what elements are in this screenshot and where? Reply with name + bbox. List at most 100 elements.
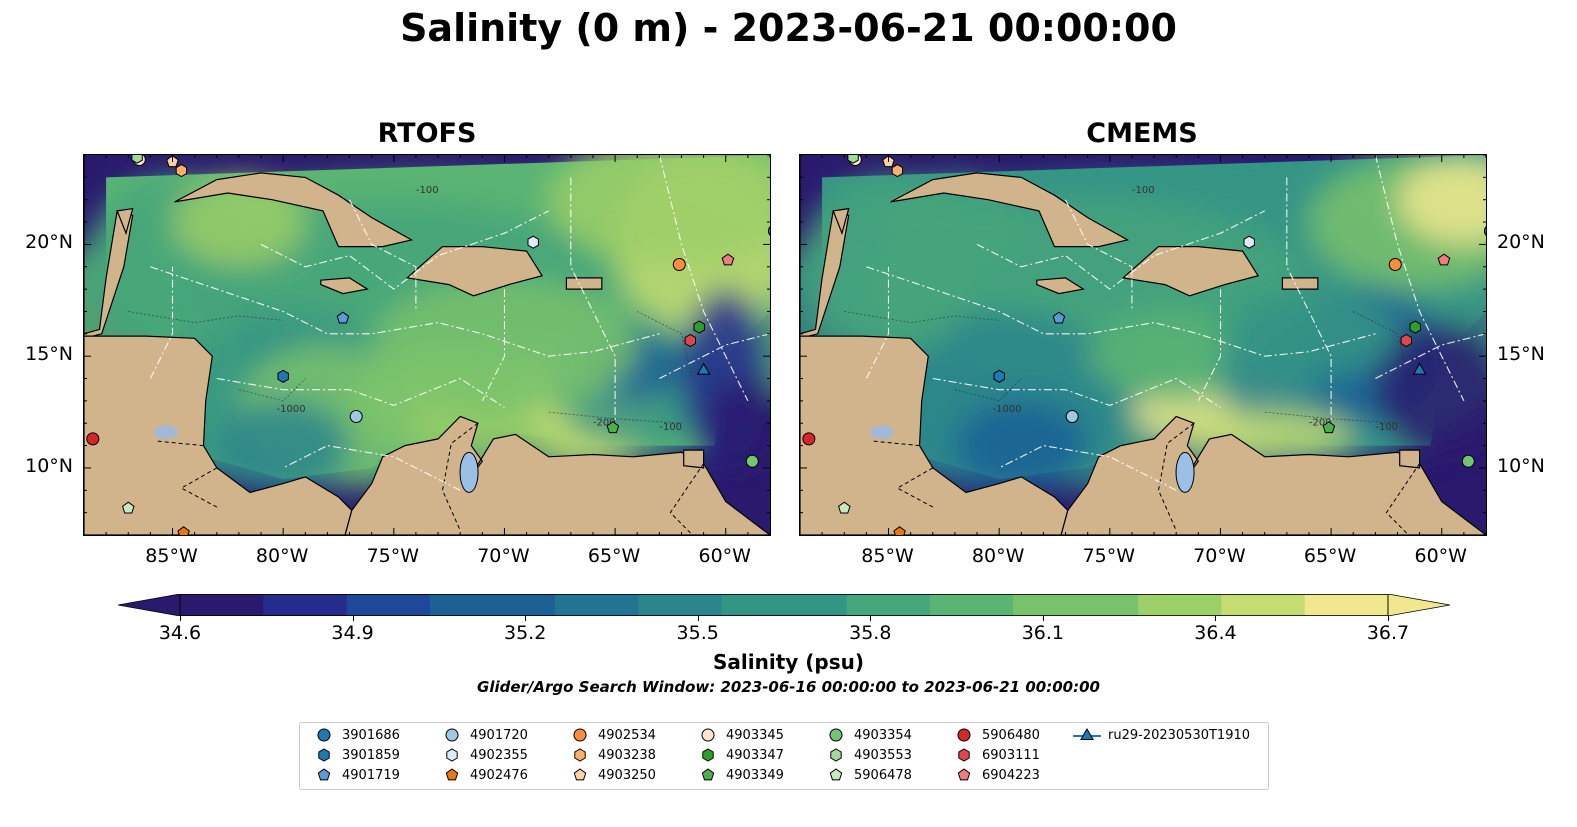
land-puertorico [1281, 277, 1319, 290]
colorbar-segment [429, 594, 473, 616]
legend-label: 4901720 [470, 727, 528, 743]
colorbar-tick [180, 616, 181, 621]
xtick-label: 70°W [1193, 545, 1246, 567]
colorbar [117, 593, 1451, 617]
legend-label: 4902355 [470, 747, 528, 763]
legend-label: 4903349 [726, 767, 784, 783]
colorbar-tick [1388, 616, 1389, 621]
xtick-label: 70°W [477, 545, 530, 567]
legend-label: 4903238 [598, 747, 656, 763]
platform-marker-4903354 [1461, 454, 1475, 468]
legend-item: 3901686 [312, 725, 400, 745]
xtick-label: 85°W [861, 545, 914, 567]
search-window-text: Glider/Argo Search Window: 2023-06-16 00… [477, 678, 1100, 696]
legend-label: 4903250 [598, 767, 656, 783]
legend-marker [317, 728, 331, 742]
legend-label: 4903347 [726, 747, 784, 763]
platform-marker-4903349 [606, 421, 620, 434]
colorbar-segment [846, 594, 889, 616]
xtick-label: 80°W [971, 545, 1025, 567]
legend-label: 4903354 [854, 727, 912, 743]
panel-title-cmems: CMEMS [1086, 118, 1198, 149]
colorbar-segment [1054, 594, 1098, 616]
colorbar-segment [1013, 594, 1056, 616]
legend-label: 6903111 [982, 747, 1040, 763]
land-trinidad [683, 449, 705, 469]
platform-marker-ru29-20230530T1910 [1412, 362, 1427, 375]
colorbar-segment [388, 594, 431, 616]
legend-item: 4903345 [696, 725, 784, 745]
legend-marker [701, 768, 715, 781]
legend-label: 5906478 [854, 767, 912, 783]
legend-item: 4903553 [824, 745, 912, 765]
legend-item: 4901720 [440, 725, 528, 745]
legend-item: 4901719 [312, 765, 400, 785]
platform-marker-4903347 [693, 320, 705, 334]
legend-marker [702, 748, 714, 762]
colorbar-tick-label: 35.2 [503, 622, 547, 644]
colorbar-segment [471, 594, 514, 616]
colorbar-segment [554, 594, 598, 616]
platform-marker-ru29-20230530T1910 [696, 362, 711, 375]
legend-label: 6904223 [982, 767, 1040, 783]
colorbar-extend-low [117, 593, 181, 617]
colorbar-bar [117, 593, 1451, 617]
legend-item: ru29-20230530T1910 [1072, 725, 1250, 745]
legend-marker [573, 728, 587, 742]
colorbar-extend-high [1387, 593, 1451, 617]
legend-label: 4903553 [854, 747, 912, 763]
platform-marker-4903349 [1322, 421, 1336, 434]
colorbar-segment [1179, 594, 1222, 616]
platform-marker-4901719 [1052, 311, 1066, 324]
land-southamerica [344, 415, 770, 535]
legend-marker [830, 748, 842, 762]
contour-label: -100 [1132, 185, 1155, 196]
colorbar-tick-label: 35.5 [676, 622, 719, 644]
map-panel-rtofs: -1000 -200 -100 -100 [83, 154, 771, 536]
colorbar-label: Salinity (psu) [712, 650, 864, 674]
legend-label: 5906480 [982, 727, 1040, 743]
xtick-label: 60°W [698, 545, 751, 567]
contour-label: -100 [1375, 422, 1398, 433]
legend-marker [446, 748, 458, 762]
legend-marker [1073, 728, 1101, 740]
platform-marker-5906480 [86, 432, 100, 446]
xtick-label: 65°W [1303, 545, 1357, 567]
legend-label: 3901859 [342, 747, 400, 763]
xtick-label: 85°W [145, 545, 198, 567]
land-yucatan_tip [116, 207, 134, 236]
map-svg: -1000 -200 -100 -100 [800, 155, 1486, 535]
legend-marker [829, 768, 843, 781]
xtick-label: 80°W [255, 545, 309, 567]
xtick-label: 75°W [366, 545, 420, 567]
colorbar-segment [1221, 594, 1264, 616]
colorbar-segment [1096, 594, 1139, 616]
legend-marker [445, 728, 459, 742]
legend-label: 4902534 [598, 727, 656, 743]
colorbar-segment [1263, 594, 1306, 616]
platform-marker-4902476 [893, 526, 906, 535]
platform-marker-6904223 [1437, 253, 1451, 266]
contour-label: -100 [416, 185, 439, 196]
figure-title: Salinity (0 m) - 2023-06-21 00:00:00 [400, 6, 1177, 50]
colorbar-tick-label: 36.4 [1194, 622, 1237, 644]
xtick-label: 65°W [587, 545, 641, 567]
legend-label: 4902476 [470, 767, 528, 783]
legend-item: 4903354 [824, 725, 912, 745]
legend-label: 3901686 [342, 727, 400, 743]
platform-marker-6904223 [721, 253, 735, 266]
legend-item: 5906478 [824, 765, 912, 785]
platform-marker-4901719 [336, 311, 350, 324]
legend-item: 4903250 [568, 765, 656, 785]
land-cuba [890, 172, 1130, 248]
platform-marker-4902534 [672, 258, 686, 272]
land-trinidad [1399, 449, 1421, 469]
colorbar-tick [1215, 616, 1217, 621]
colorbar-segment [721, 594, 764, 616]
map-svg: -1000 -200 -100 -100 [84, 155, 770, 535]
ytick-label: 10°N [25, 454, 73, 477]
platform-marker-4903347 [1409, 320, 1421, 334]
colorbar-tick [525, 616, 527, 621]
colorbar-tick-label: 34.9 [331, 622, 374, 644]
colorbar-segment [804, 594, 848, 616]
